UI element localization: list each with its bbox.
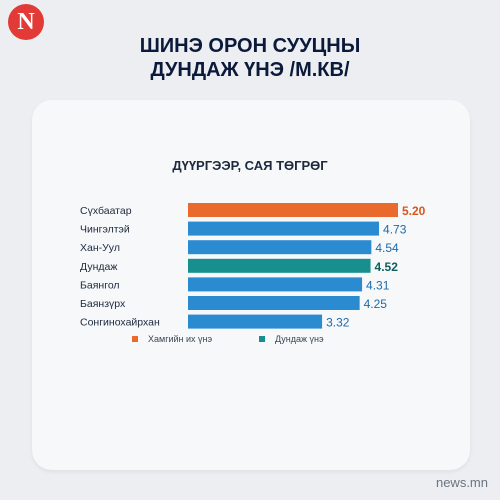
headline-line1: ШИНЭ ОРОН СУУЦНЫ	[139, 35, 361, 57]
value-label: 4.52	[375, 260, 399, 274]
legend-label: Хамгийн их үнэ	[148, 334, 213, 344]
bar	[188, 258, 371, 273]
bar	[188, 203, 398, 217]
headline: ШИНЭ ОРОН СУУЦНЫ ДУНДАЖ ҮНЭ /М.КВ/	[0, 34, 500, 82]
news-logo[interactable]: N	[8, 4, 44, 40]
bar	[188, 240, 372, 255]
category-label: Баянгол	[80, 279, 120, 291]
value-label: 3.32	[326, 316, 350, 330]
value-label: 5.20	[402, 204, 426, 218]
legend-label: Дундаж үнэ	[275, 334, 324, 344]
category-label: Чингэлтэй	[80, 224, 130, 236]
chart-title: ДҮҮРГЭЭР, САЯ ТӨГРӨГ	[172, 158, 328, 173]
value-label: 4.54	[375, 241, 399, 255]
category-label: Хан-Уул	[80, 242, 120, 254]
value-label: 4.25	[364, 297, 388, 311]
bar	[188, 221, 380, 236]
headline-line2: ДУНДАЖ ҮНЭ /М.КВ/	[150, 59, 350, 81]
value-label: 4.31	[366, 278, 390, 292]
legend-swatch	[132, 336, 138, 342]
category-label: Баянзүрх	[80, 298, 126, 310]
bar	[188, 296, 360, 310]
bar	[188, 314, 323, 329]
category-label: Сүхбаатар	[80, 205, 132, 217]
legend-swatch	[259, 336, 265, 342]
site-credit: news.mn	[435, 475, 488, 490]
value-label: 4.73	[383, 223, 407, 237]
category-label: Сонгинохайрхан	[80, 317, 160, 329]
bar	[188, 277, 363, 292]
category-label: Дундаж	[80, 261, 117, 273]
